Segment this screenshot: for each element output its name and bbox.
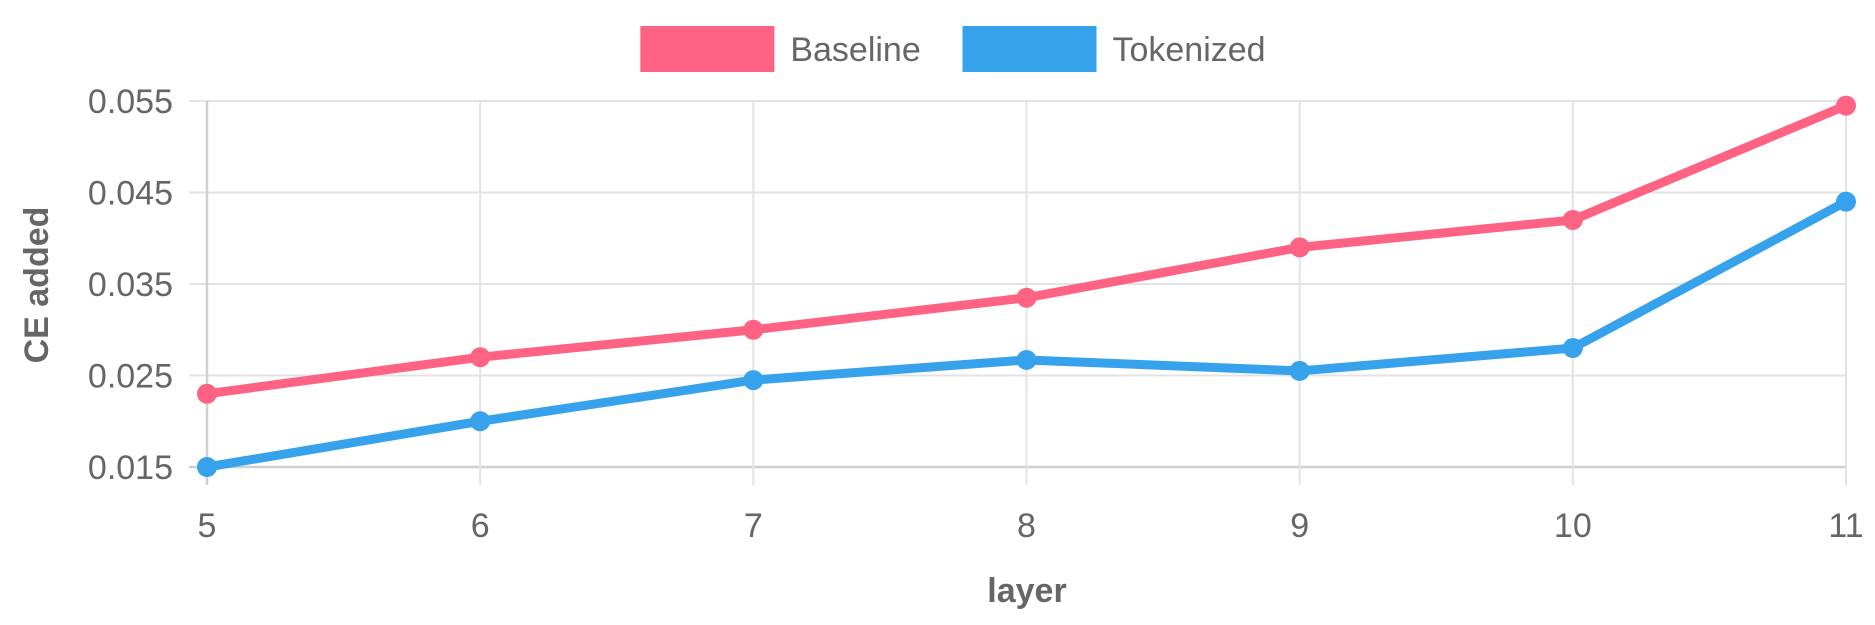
data-point-baseline[interactable] xyxy=(197,383,217,404)
data-point-baseline[interactable] xyxy=(1562,209,1583,230)
data-point-tokenized[interactable] xyxy=(743,370,764,391)
y-tick-label: 0.025 xyxy=(88,358,173,396)
data-point-tokenized[interactable] xyxy=(1016,349,1037,370)
x-tick-label: 6 xyxy=(471,507,490,545)
x-axis-title: layer xyxy=(987,572,1066,610)
x-axis-ticks: 5 6 7 8 9 10 11 xyxy=(198,507,1864,545)
data-point-tokenized[interactable] xyxy=(470,411,491,432)
legend-swatch xyxy=(640,26,775,72)
data-point-tokenized[interactable] xyxy=(197,457,217,477)
series-baseline xyxy=(197,95,1856,404)
legend-label: Tokenized xyxy=(1112,31,1265,69)
y-tick-label: 0.055 xyxy=(88,83,173,121)
y-axis-ticks: 0.055 0.045 0.035 0.025 0.015 xyxy=(88,83,173,487)
y-tick-label: 0.045 xyxy=(88,175,173,213)
data-point-tokenized[interactable] xyxy=(1836,191,1856,212)
x-tick-label: 7 xyxy=(744,507,763,545)
data-point-tokenized[interactable] xyxy=(1562,338,1583,359)
x-tick-label: 11 xyxy=(1828,507,1863,545)
y-tick-label: 0.015 xyxy=(88,449,173,487)
data-point-baseline[interactable] xyxy=(470,347,491,368)
grid xyxy=(189,100,1847,485)
x-tick-label: 8 xyxy=(1017,507,1036,545)
data-point-baseline[interactable] xyxy=(1836,95,1856,116)
x-tick-label: 10 xyxy=(1554,507,1592,545)
series-group xyxy=(197,95,1856,477)
x-tick-label: 9 xyxy=(1290,507,1309,545)
legend-swatch xyxy=(962,26,1097,72)
legend-item-tokenized[interactable]: Tokenized xyxy=(962,26,1266,72)
series-tokenized xyxy=(197,191,1856,477)
legend[interactable]: Baseline Tokenized xyxy=(640,26,1266,72)
x-tick-label: 5 xyxy=(198,507,217,545)
y-axis-title: CE added xyxy=(18,207,56,364)
data-point-baseline[interactable] xyxy=(743,319,764,340)
data-point-baseline[interactable] xyxy=(1289,237,1310,258)
legend-item-baseline[interactable]: Baseline xyxy=(640,26,921,72)
y-tick-label: 0.035 xyxy=(88,266,173,304)
legend-label: Baseline xyxy=(790,31,920,69)
data-point-tokenized[interactable] xyxy=(1289,360,1310,381)
data-point-baseline[interactable] xyxy=(1016,287,1037,308)
